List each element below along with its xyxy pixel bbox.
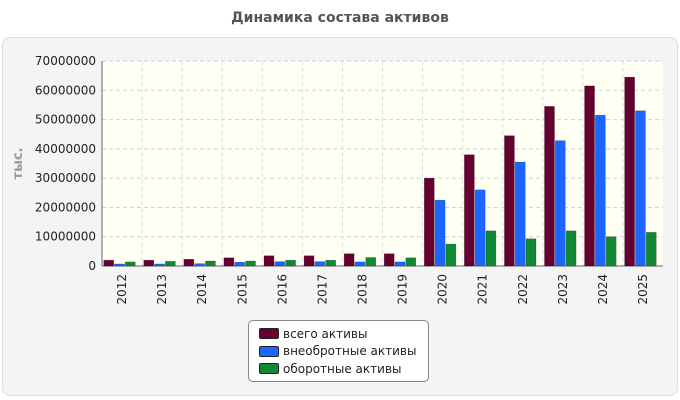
bar [303,255,315,267]
bar [485,230,497,267]
bar [544,106,555,267]
bar [555,140,566,267]
bar [343,253,355,267]
bar [504,135,515,267]
legend: всего активы внеобротные активы оборотны… [248,320,429,382]
bar [325,259,336,267]
bar [405,257,417,267]
bar [514,161,526,267]
y-tick-label: 30000000 [35,171,96,185]
bar [223,257,235,267]
bar [274,261,286,267]
legend-label-total: всего активы [283,326,368,341]
bar [464,154,475,267]
legend-swatch-total [259,328,279,340]
bar [645,232,657,267]
x-tick-label: 2016 [275,274,289,305]
y-tick-label: 60000000 [35,83,96,97]
legend-item-current: оборотные активы [259,360,428,378]
bar [394,261,406,267]
legend-swatch-current [259,363,279,375]
bar [194,263,205,267]
bar [143,259,155,267]
bar [114,263,125,267]
x-tick-label: 2022 [516,274,530,305]
x-tick-label: 2019 [396,274,410,305]
bar [635,110,646,267]
legend-item-noncurrent: внеобротные активы [259,343,428,361]
bar [354,261,366,267]
y-tick-label: 20000000 [35,200,96,214]
x-tick-label: 2023 [556,274,570,305]
y-tick-label: 40000000 [35,142,96,156]
x-tick-label: 2025 [636,274,650,305]
y-axis-label: тыс. [11,148,26,180]
x-tick-label: 2020 [436,274,450,305]
x-tick-label: 2018 [355,274,369,305]
bar [205,260,216,267]
bar [474,189,486,267]
x-tick-label: 2013 [155,274,169,305]
bar [165,261,176,267]
x-tick-label: 2012 [115,274,129,305]
bar [424,177,435,267]
bar [624,76,635,267]
x-tick-label: 2017 [315,274,329,305]
y-tick-label: 50000000 [35,113,96,127]
y-tick-label: 70000000 [35,54,96,68]
bar [365,257,376,267]
bar [383,253,395,267]
x-tick-label: 2014 [195,274,209,305]
x-tick-label: 2024 [596,274,610,305]
y-tick-label: 10000000 [35,230,96,244]
bar [154,263,165,267]
bar [525,238,537,267]
legend-item-total: всего активы [259,325,428,343]
bar [125,261,136,267]
bar [314,261,326,267]
bar [245,260,256,267]
bar [263,255,275,267]
legend-label-current: оборотные активы [283,361,402,376]
x-tick-label: 2021 [476,274,490,305]
bar [234,261,245,267]
bar [445,243,457,267]
chart-title: Динамика состава активов [231,10,449,26]
bar [434,199,446,267]
bar [595,114,606,267]
y-tick-label: 0 [88,259,96,273]
bar [103,259,114,267]
x-tick-label: 2015 [235,274,249,305]
legend-label-noncurrent: внеобротные активы [283,344,417,359]
bar [565,230,577,267]
bar [605,236,617,267]
bar [285,259,296,267]
bar [584,85,595,267]
bar [183,259,195,267]
legend-swatch-noncurrent [259,345,279,357]
